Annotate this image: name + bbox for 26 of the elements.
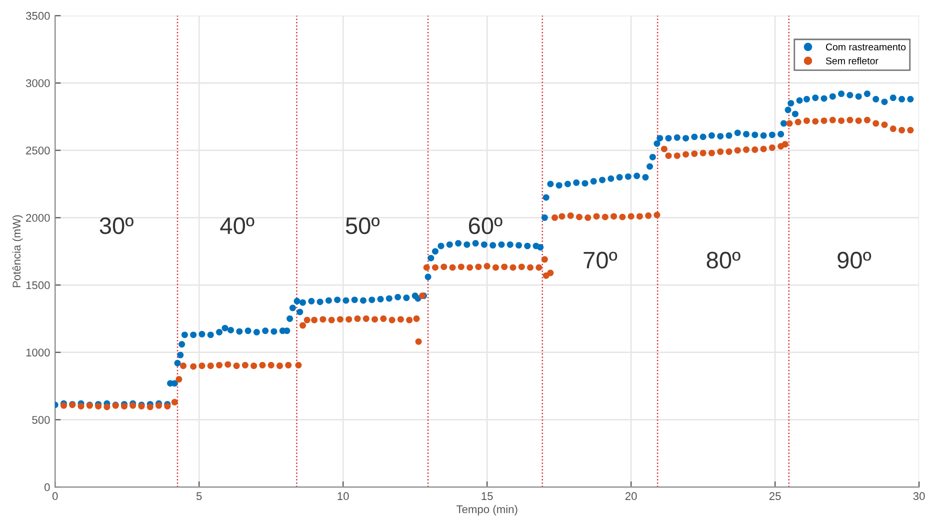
y-tick-label: 500 [32, 416, 50, 424]
y-tick-label: 3000 [26, 79, 50, 88]
y-tick-label: 3500 [26, 12, 50, 20]
annotation: 50º [346, 217, 380, 234]
y-tick-label: 1500 [26, 281, 50, 290]
y-tick-label: 2000 [26, 214, 50, 222]
y-axis-title: Potência (mW) [12, 215, 23, 288]
x-tick-label: 15 [482, 492, 493, 500]
x-tick-label: 0 [52, 492, 58, 500]
x-tick-label: 20 [625, 492, 637, 500]
y-tick-label: 2500 [26, 146, 50, 154]
legend-label: Com rastreamento [826, 44, 906, 50]
legend-label: Sem refletor [826, 57, 878, 64]
x-axis-title: Tempo (min) [456, 505, 518, 516]
x-tick-label: 25 [769, 492, 781, 500]
annotation: 70º [584, 252, 618, 269]
annotation: 60º [468, 217, 502, 234]
annotation: 30º [100, 217, 134, 234]
x-tick-label: 5 [196, 492, 202, 500]
y-tick-label: 0 [44, 483, 50, 492]
annotation: 40º [220, 217, 254, 234]
x-tick-label: 30 [913, 492, 925, 500]
x-tick-label: 10 [338, 492, 349, 500]
annotation: 80º [706, 252, 740, 269]
y-tick-label: 1000 [26, 348, 50, 356]
annotation: 90º [838, 252, 872, 269]
